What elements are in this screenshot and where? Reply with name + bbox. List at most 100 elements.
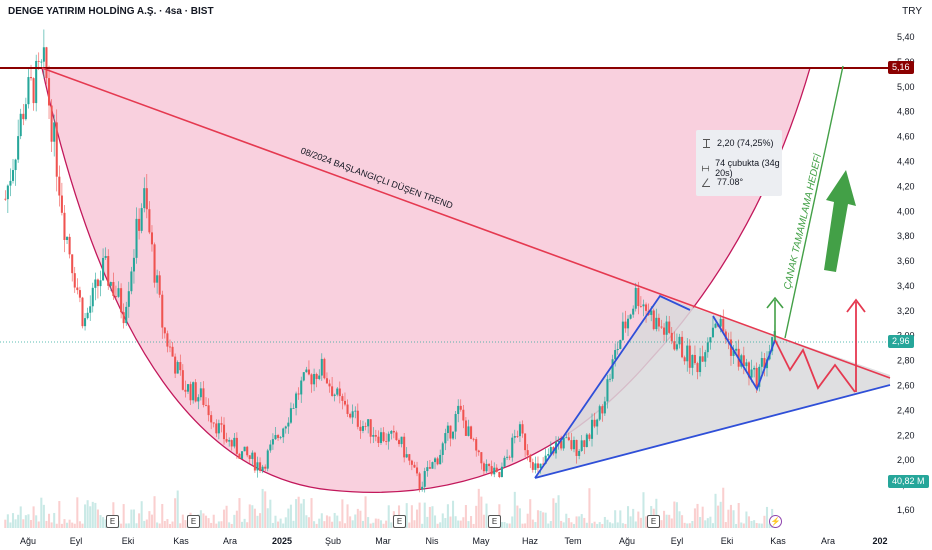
earnings-marker-1[interactable]: E — [106, 515, 119, 528]
x-tick-label: Eyl — [671, 536, 684, 546]
candle-body — [284, 426, 287, 429]
volume-bar — [454, 516, 457, 528]
candle-body — [269, 444, 272, 451]
candle-body — [645, 304, 648, 311]
candle-body — [400, 436, 403, 445]
candle-body — [531, 462, 534, 470]
volume-bar — [693, 508, 696, 528]
volume-bar — [634, 521, 637, 528]
x-tick-label: Ara — [223, 536, 237, 546]
candle-body — [428, 467, 431, 469]
volume-bar — [621, 523, 624, 528]
volume-bar — [554, 502, 558, 528]
volume-bar — [354, 514, 357, 528]
volume-bar — [310, 498, 313, 528]
candle-body — [17, 136, 20, 160]
candle-body — [711, 327, 714, 338]
candle-body — [271, 439, 274, 445]
candle-body — [418, 473, 421, 490]
candle-body — [701, 356, 704, 362]
candle-body — [415, 467, 419, 474]
earnings-marker-5[interactable]: E — [647, 515, 660, 528]
volume-bar — [284, 517, 287, 528]
volume-bar — [328, 516, 331, 528]
candle-body — [292, 407, 295, 409]
volume-bar — [472, 523, 475, 528]
volume-bar — [390, 522, 393, 528]
candle-body — [333, 394, 336, 396]
candle-body — [102, 257, 105, 281]
candle-body — [259, 462, 262, 471]
candle-body — [379, 432, 383, 443]
candle-body — [431, 462, 434, 469]
volume-bar — [261, 488, 264, 528]
volume-bar — [688, 523, 691, 528]
candle-body — [325, 378, 328, 384]
candle-body — [318, 375, 321, 379]
earnings-marker-4[interactable]: E — [488, 515, 501, 528]
candle-body — [464, 420, 467, 436]
candle-body — [480, 452, 483, 464]
volume-bar — [297, 496, 300, 528]
candle-body — [693, 354, 696, 364]
y-tick-label: 4,60 — [897, 132, 915, 142]
lightning-event-icon[interactable]: ⚡ — [769, 515, 782, 528]
candle-body — [217, 423, 220, 434]
candle-body — [230, 440, 233, 447]
candle-body — [251, 452, 254, 459]
candle-body — [529, 455, 532, 463]
volume-bar — [593, 521, 596, 528]
earnings-marker-3[interactable]: E — [393, 515, 406, 528]
w-pattern-line — [712, 315, 776, 392]
volume-bar — [176, 490, 179, 528]
candle-body — [639, 306, 642, 307]
volume-bar — [24, 515, 27, 528]
volume-bar — [678, 511, 681, 528]
candle-body — [168, 346, 172, 348]
volume-bar — [578, 516, 581, 528]
volume-bar — [763, 515, 766, 528]
volume-bar — [405, 503, 408, 528]
current-price-tag: 2,96 — [888, 335, 914, 348]
volume-bar — [279, 518, 282, 528]
volume-bar — [624, 523, 627, 528]
volume-bar — [130, 509, 133, 528]
candle-body — [184, 389, 187, 392]
y-tick-label: 4,00 — [897, 206, 915, 216]
volume-bar — [513, 491, 516, 528]
candle-body — [346, 404, 349, 414]
candle-body — [606, 379, 609, 402]
volume-bar — [444, 518, 447, 528]
candle-body — [655, 317, 658, 330]
volume-bar — [547, 523, 550, 528]
measure-price-row: 2,20 (74,25%) — [702, 138, 774, 148]
volume-bar — [163, 520, 166, 528]
candle-body — [446, 425, 449, 434]
volume-bar — [603, 516, 606, 528]
candle-body — [511, 437, 514, 458]
volume-bar — [418, 502, 421, 528]
volume-bar — [639, 517, 642, 528]
volume-bar — [68, 519, 71, 528]
volume-bar — [724, 522, 727, 528]
volume-bar — [287, 508, 290, 528]
candle-body — [709, 337, 712, 343]
volume-bar — [305, 515, 308, 528]
candle-body — [413, 464, 416, 468]
candle-body — [490, 466, 493, 475]
volume-bar — [585, 522, 588, 528]
volume-bar — [686, 523, 689, 528]
time-axis[interactable]: Ağu Eyl Eki Kas Ara 2025 Şub Mar Nis May Haz Tem Ağu… — [20, 536, 888, 546]
candle-body — [681, 336, 684, 358]
measure-tool-box[interactable]: 2,20 (74,25%) 74 çubukta (34g 20s) 77.08… — [696, 130, 782, 196]
earnings-marker-2[interactable]: E — [187, 515, 200, 528]
volume-bar — [29, 519, 33, 528]
volume-bar — [336, 515, 339, 528]
volume-bar — [94, 502, 97, 528]
volume-bar — [642, 492, 645, 528]
volume-bar — [89, 506, 92, 528]
candle-body — [228, 440, 231, 442]
volume-bar — [714, 493, 717, 528]
price-axis[interactable]: 5,405,205,004,804,604,404,204,003,803,60… — [897, 32, 915, 515]
